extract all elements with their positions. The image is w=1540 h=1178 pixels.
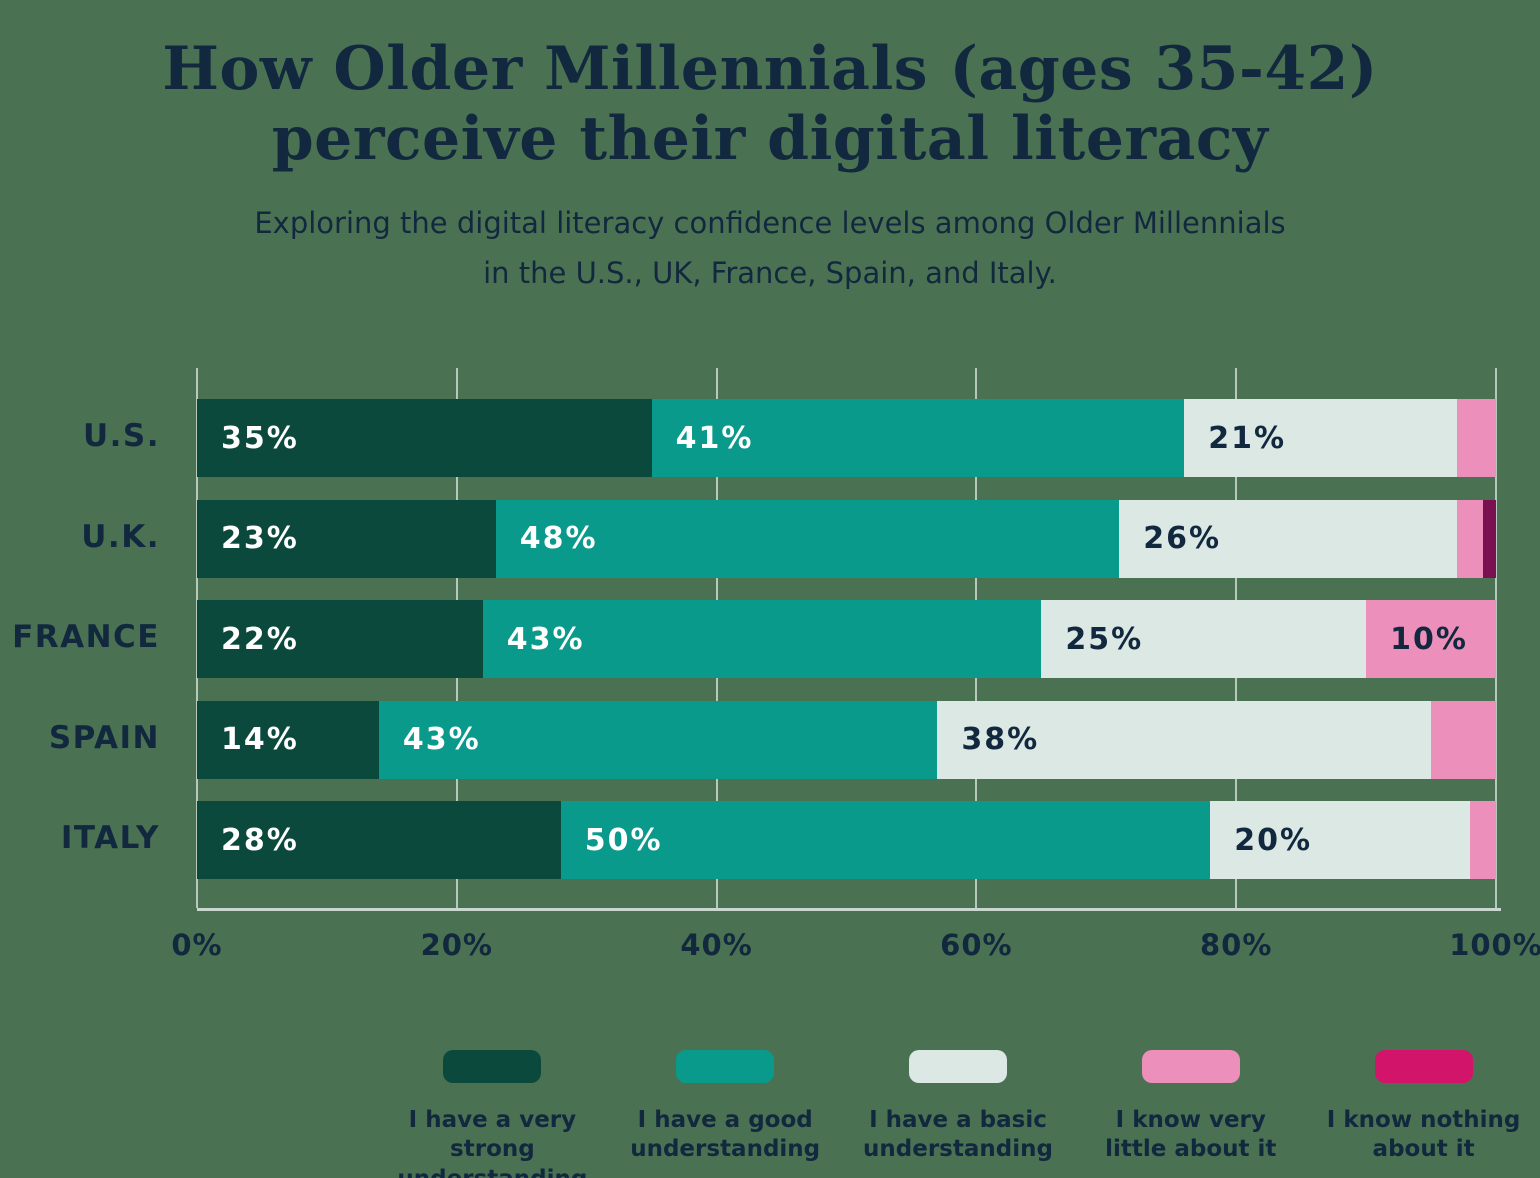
bar-segment: 35% [197,399,652,477]
bar-segment [1483,499,1496,578]
bar-segment [1457,499,1483,578]
legend-swatch [676,1050,775,1083]
legend-label: I know nothing about it [1326,1107,1521,1163]
category-label-spain: SPAIN [48,719,160,756]
category-label-us: U.S. [82,418,160,454]
chart-title-line2: perceive their digital literacy [271,104,1269,175]
bar-segment: 21% [1184,399,1458,477]
bar-segment: 26% [1119,499,1458,578]
legend: I have a very strong understanding I have… [376,1050,1540,1178]
x-axis-tick-label: 40% [680,928,753,962]
legend-label: I have a good understanding [630,1107,821,1163]
x-axis-tick-label: 60% [940,928,1013,962]
bar-segment: 25% [1041,600,1367,678]
bar-value-label: 23% [221,521,299,556]
x-axis-tick-label: 100% [1449,928,1540,962]
legend-item: I have a very strong understanding [376,1050,609,1178]
bar-row-italy: 28% 50% 20% [197,801,1496,879]
bar-segment [1431,700,1496,779]
bar-value-label: 20% [1234,822,1313,858]
legend-item: I have a basic understanding [842,1050,1075,1178]
bar-row-us: 35% 41% 21% [197,399,1496,477]
bar-value-label: 48% [519,521,598,556]
legend-swatch [1374,1050,1473,1083]
legend-label: I have a very strong understanding [397,1107,587,1178]
legend-label: I know very little about it [1105,1107,1277,1163]
bar-segment: 50% [560,801,1211,879]
bar-row-spain: 14% 43% 38% [197,700,1496,779]
bar-value-label: 35% [221,420,299,456]
bar-segment: 38% [937,700,1432,779]
bar-value-label: 22% [221,621,299,657]
category-label-italy: ITALY [60,820,160,856]
legend-swatch [1141,1050,1240,1083]
x-axis-tick-label: 20% [420,928,493,962]
legend-swatch [908,1050,1007,1083]
bar-value-label: 41% [675,420,754,456]
bar-value-label: 10% [1390,621,1468,657]
legend-item: I have a good understanding [609,1050,842,1178]
category-label-france: FRANCE [12,619,160,655]
bar-value-label: 14% [221,722,299,757]
bar-value-label: 26% [1143,521,1222,556]
bar-segment: 48% [495,499,1120,578]
legend-swatch [443,1050,542,1083]
bar-value-label: 43% [402,722,481,757]
chart-subtitle-line2: in the U.S., UK, France, Spain, and Ital… [483,256,1057,291]
bar-segment: 23% [197,499,496,578]
category-label-uk: U.K. [81,518,160,555]
bar-value-label: 50% [584,822,663,858]
x-axis-tick-label: 80% [1199,928,1273,962]
x-axis-line [197,908,1501,911]
bar-value-label: 28% [221,822,299,858]
bar-segment: 14% [197,700,379,779]
legend-label: I have a basic understanding [863,1107,1053,1163]
chart-subtitle-line1: Exploring the digital literacy confidenc… [254,206,1286,241]
chart-subtitle: Exploring the digital literacy confidenc… [0,199,1540,299]
bar-value-label: 21% [1208,420,1287,456]
chart-title: How Older Millennials (ages 35-42) percei… [0,34,1540,174]
header: How Older Millennials (ages 35-42) percei… [0,0,1540,299]
chart-title-line1: How Older Millennials (ages 35-42) [162,34,1378,104]
bar-segment: 43% [378,700,938,779]
bar-segment: 43% [482,600,1042,678]
legend-item: I know very little about it [1074,1050,1307,1178]
bar-row-france: 22% 43% 25% 10% [197,600,1496,678]
bar-segment: 10% [1366,600,1496,678]
bar-segment: 20% [1210,801,1471,879]
bar-segment [1457,399,1496,477]
bar-segment: 41% [651,399,1185,477]
bar-value-label: 43% [506,621,585,657]
bar-value-label: 38% [961,722,1040,757]
x-axis-tick-label: 0% [171,928,223,962]
bar-value-label: 25% [1065,621,1144,657]
bar-row-uk: 23% 48% 26% [197,499,1496,578]
legend-item: I know nothing about it [1307,1050,1540,1178]
bar-segment: 28% [197,801,561,879]
bar-segment [1470,801,1496,879]
gridline-100 [1495,368,1497,908]
bar-segment: 22% [197,600,483,678]
